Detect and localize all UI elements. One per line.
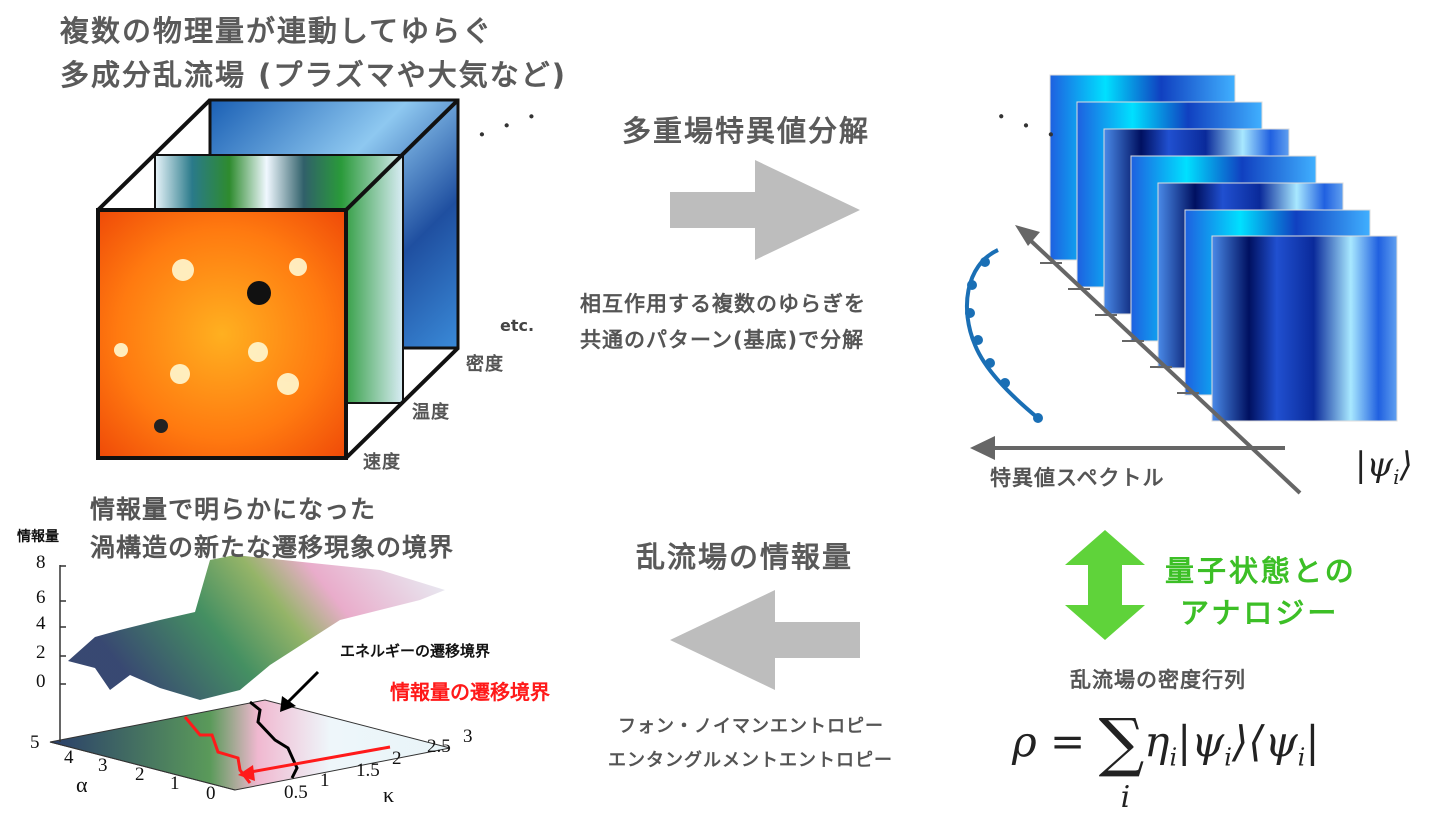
label-temperature: 温度	[412, 402, 450, 423]
singular-value-curve	[964, 248, 1043, 423]
information-title: 乱流場の情報量	[636, 540, 854, 574]
svd-title: 多重場特異値分解	[622, 114, 871, 148]
entanglement-entropy: エンタングルメントエントロピー	[608, 750, 893, 771]
z-tick: 4	[36, 613, 46, 634]
alpha-tick: 3	[98, 755, 108, 776]
energy-boundary-label: エネルギーの遷移境界	[340, 642, 491, 660]
kappa-tick: 1	[320, 770, 330, 791]
kappa-tick: 3	[463, 726, 473, 747]
z-tick: 8	[36, 552, 46, 573]
alpha-tick: 2	[135, 764, 145, 785]
kappa-tick: 2.5	[427, 736, 451, 757]
z-tick: 0	[36, 671, 46, 692]
alpha-label: α	[76, 772, 88, 797]
analogy-line1: 量子状態との	[1165, 554, 1357, 588]
von-neumann-entropy: フォン・ノイマンエントロピー	[618, 716, 884, 737]
info-boundary-line	[183, 716, 252, 784]
analogy-double-arrow-icon	[1065, 530, 1145, 640]
information-surface-plot	[49, 555, 451, 791]
svd-desc-line1: 相互作用する複数のゆらぎを	[580, 292, 866, 316]
kappa-tick: 2	[392, 748, 402, 769]
info-boundary-label: 情報量の遷移境界	[390, 680, 550, 704]
alpha-tick: 4	[64, 747, 74, 768]
surface-mesh	[68, 555, 445, 700]
multi-field-cube	[96, 98, 460, 460]
svd-mode-stack	[1049, 74, 1398, 422]
decompose-arrow-icon	[670, 160, 860, 260]
energy-boundary-line	[249, 700, 299, 779]
z-tick: 2	[36, 642, 46, 663]
energy-pointer-arrow	[284, 670, 320, 706]
z-tick: 6	[36, 587, 46, 608]
spectrum-label: 特異値スペクトル	[990, 466, 1165, 490]
alpha-tick: 5	[30, 732, 40, 753]
kappa-tick: 0.5	[284, 782, 308, 803]
label-etc: etc.	[500, 316, 535, 335]
info-pointer-arrow	[244, 745, 391, 775]
density-matrix-formula: ρ = ∑ i ηi|ψi⟩⟨ψi|	[1012, 706, 1320, 815]
z-axis-label: 情報量	[17, 529, 59, 545]
alpha-tick: 1	[170, 773, 180, 794]
alpha-tick: 0	[206, 783, 216, 804]
svd-desc-line2: 共通のパターン(基底)で分解	[580, 328, 865, 352]
kappa-tick: 1.5	[356, 760, 380, 781]
mode-axis	[970, 225, 1302, 495]
label-density: 密度	[466, 354, 504, 375]
cube-title-line2: 多成分乱流場 (プラズマや大気など)	[60, 58, 568, 92]
basis-label: |ψi⟩	[1355, 445, 1413, 489]
cube-title-line1: 複数の物理量が連動してゆらぐ	[60, 14, 494, 48]
label-velocity: 速度	[363, 452, 401, 473]
plot-title-line2: 渦構造の新たな遷移現象の境界	[90, 533, 455, 562]
velocity-field-panel	[96, 208, 348, 460]
analogy-line2: アナロジー	[1180, 596, 1340, 630]
density-matrix-label: 乱流場の密度行列	[1070, 668, 1246, 692]
information-arrow-icon	[670, 590, 860, 690]
plot-title-line1: 情報量で明らかになった	[90, 495, 377, 524]
kappa-label: κ	[383, 782, 395, 807]
